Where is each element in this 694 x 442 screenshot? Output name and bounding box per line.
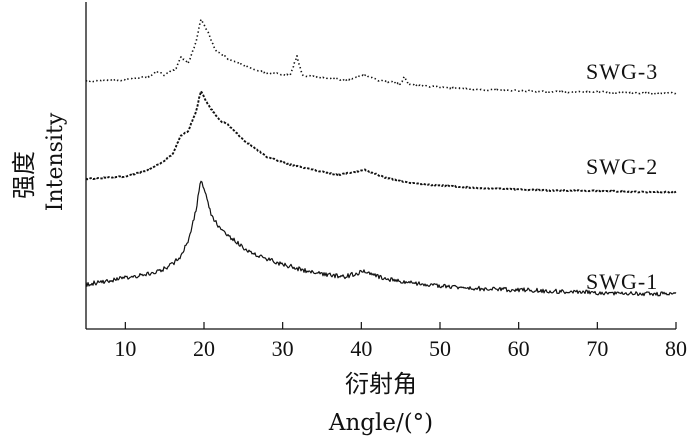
x-ticks: 10 20 30 40 50 60 70 80 [114,322,687,361]
x-tick-label-40: 40 [350,336,372,361]
x-tick-label-10: 10 [114,336,136,361]
x-tick-label-80: 80 [665,336,687,361]
x-tick-label-60: 60 [508,336,530,361]
x-tick-label-50: 50 [429,336,451,361]
x-tick-label-20: 20 [193,336,215,361]
series-label-swg-3: SWG-3 [586,59,658,84]
y-axis-title-en: Intensity [43,112,68,211]
series-line-swg-1 [85,180,677,297]
y-axis-title-cn: 强度 [10,151,38,199]
x-tick-label-30: 30 [272,336,294,361]
x-tick-label-70: 70 [586,336,608,361]
x-axis-title-en: Angle/(°) [328,410,433,436]
series-line-swg-2 [85,90,677,194]
series-label-swg-1: SWG-1 [586,269,658,294]
series-layer [85,18,677,297]
x-axis-title-cn: 衍射角 [345,370,417,398]
series-label-swg-2: SWG-2 [586,154,658,179]
